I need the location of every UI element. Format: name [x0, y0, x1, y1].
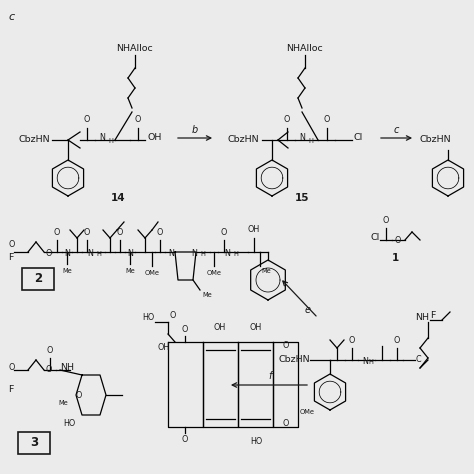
Text: O: O [182, 435, 188, 444]
Text: OH: OH [158, 344, 170, 353]
Text: H: H [368, 359, 373, 365]
Text: O: O [8, 364, 14, 373]
Text: O: O [8, 239, 14, 248]
Text: O: O [170, 311, 176, 320]
Text: OMe: OMe [207, 270, 221, 276]
Text: N: N [299, 134, 305, 143]
Text: CbzHN: CbzHN [18, 136, 50, 145]
Bar [18, 432, 50, 454]
Text: F: F [8, 385, 13, 394]
Text: Me: Me [125, 268, 135, 274]
Text: O: O [76, 391, 82, 400]
Text: 3: 3 [30, 437, 38, 449]
Text: O: O [283, 341, 289, 350]
Text: O: O [46, 365, 52, 374]
Text: NH: NH [415, 313, 429, 322]
Text: Me: Me [261, 268, 271, 274]
Text: O: O [284, 115, 290, 124]
Text: NH: NH [60, 364, 74, 373]
Text: N: N [64, 249, 70, 258]
Text: NHAlloc: NHAlloc [117, 44, 154, 53]
Text: N: N [99, 134, 105, 143]
Text: Me: Me [62, 268, 72, 274]
Text: OH: OH [250, 323, 262, 332]
Bar [22, 268, 54, 290]
Text: CbzHN: CbzHN [278, 356, 310, 365]
Text: N: N [127, 249, 133, 258]
Text: F: F [430, 310, 436, 319]
Text: N: N [87, 249, 93, 258]
Text: O: O [395, 236, 401, 245]
Text: F: F [8, 254, 13, 263]
Text: CbzHN: CbzHN [420, 136, 452, 145]
Text: OH: OH [214, 323, 226, 332]
Text: N: N [191, 249, 197, 258]
Text: 2: 2 [34, 273, 42, 285]
Text: Me: Me [58, 400, 68, 406]
Text: O: O [84, 115, 90, 124]
Text: C: C [416, 356, 422, 365]
Text: N: N [362, 357, 368, 366]
Text: H: H [308, 138, 313, 144]
Text: OMe: OMe [300, 409, 315, 415]
Text: O: O [182, 325, 188, 334]
Text: O: O [117, 228, 123, 237]
Text: O: O [383, 216, 389, 225]
Text: O: O [349, 336, 355, 345]
Text: c: c [8, 12, 14, 22]
Text: e: e [305, 305, 311, 315]
Text: O: O [47, 346, 53, 355]
Text: Cl: Cl [354, 134, 363, 143]
Text: N: N [224, 249, 230, 258]
Text: O: O [46, 249, 52, 258]
Text: O: O [221, 228, 227, 237]
Text: Cl: Cl [371, 233, 380, 241]
Text: c: c [393, 125, 399, 135]
Text: HO: HO [143, 313, 155, 322]
Text: HO: HO [64, 419, 76, 428]
Text: 15: 15 [295, 193, 309, 203]
Text: NHAlloc: NHAlloc [287, 44, 323, 53]
Text: HO: HO [250, 437, 262, 446]
Text: Me: Me [202, 292, 212, 298]
Text: 1: 1 [392, 253, 399, 263]
Text: O: O [54, 228, 60, 237]
Text: OH: OH [248, 225, 260, 234]
Text: O: O [283, 419, 289, 428]
Text: N: N [168, 249, 174, 258]
Text: H: H [96, 251, 101, 257]
Text: O: O [135, 115, 141, 124]
Text: O: O [157, 228, 163, 237]
Text: OMe: OMe [145, 270, 159, 276]
Text: H: H [108, 138, 113, 144]
Text: H: H [200, 251, 205, 257]
Text: f: f [268, 371, 272, 381]
Text: O: O [84, 228, 90, 237]
Text: O: O [394, 336, 400, 345]
Text: H: H [233, 251, 238, 257]
Text: b: b [192, 125, 198, 135]
Text: OH: OH [148, 134, 163, 143]
Text: CbzHN: CbzHN [228, 136, 260, 145]
Text: O: O [324, 115, 330, 124]
Text: 14: 14 [111, 193, 125, 203]
